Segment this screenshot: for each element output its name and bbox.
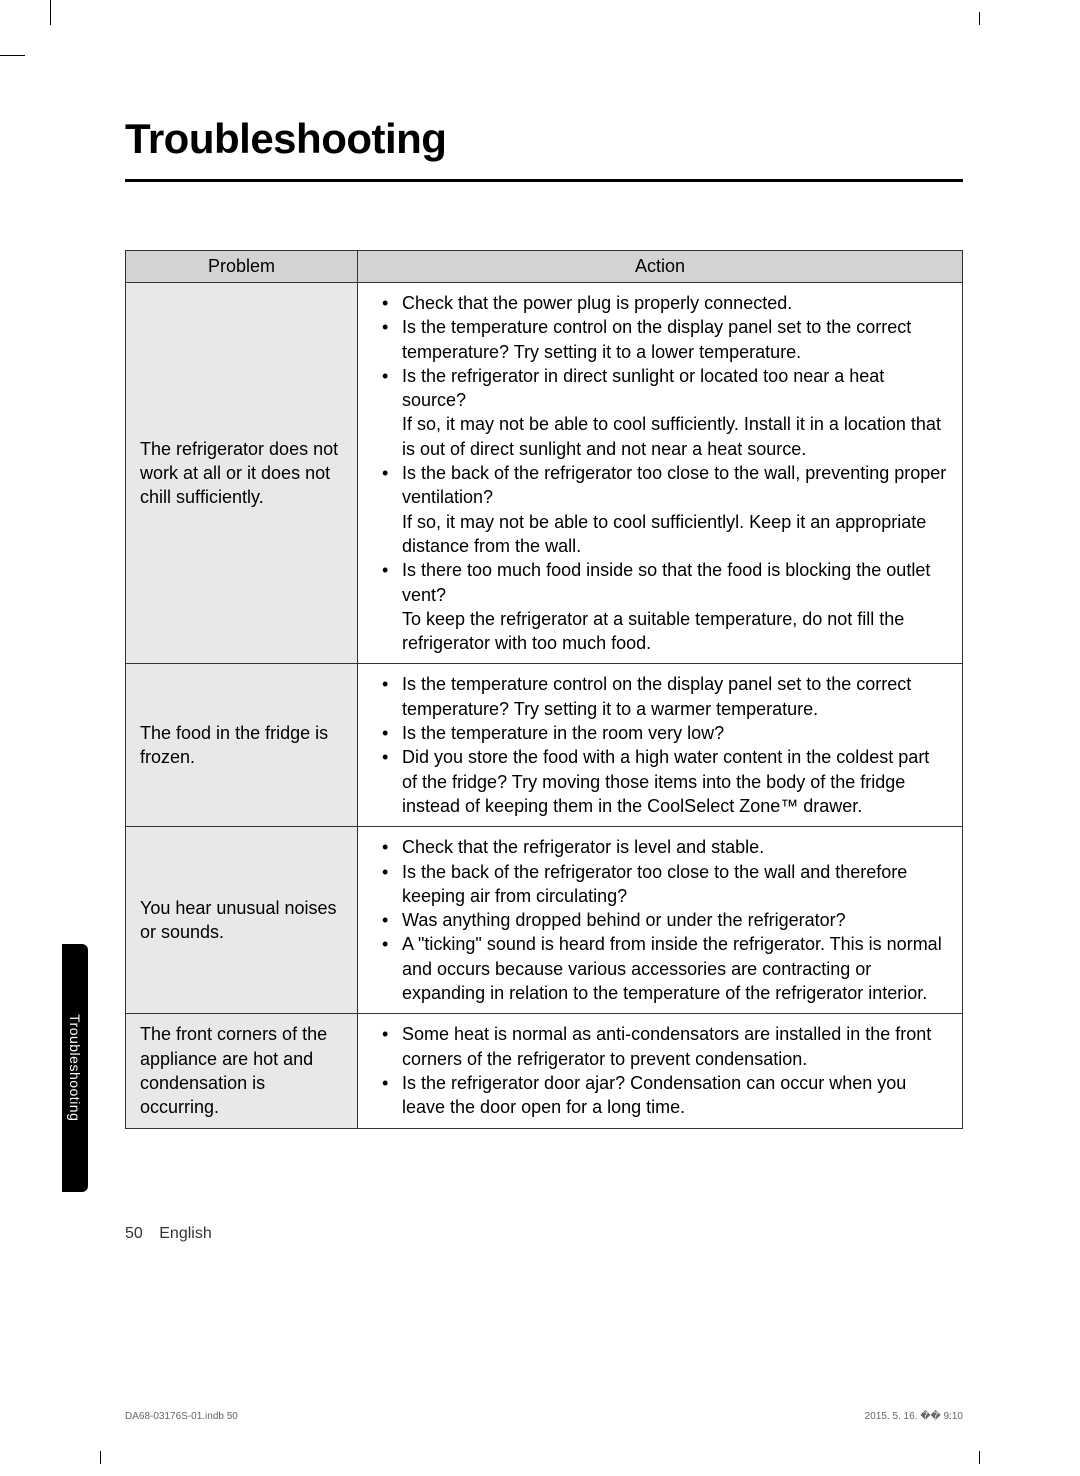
- table-row: The refrigerator does not work at all or…: [126, 283, 963, 664]
- print-footer-right: 2015. 5. 16. �� 9:10: [865, 1411, 963, 1422]
- crop-mark: [979, 1451, 980, 1464]
- table-header-problem: Problem: [126, 251, 358, 283]
- side-tab-label: Troubleshooting: [67, 1014, 83, 1121]
- action-cell: Some heat is normal as anti-condensators…: [358, 1014, 963, 1128]
- action-text: Is the temperature control on the displa…: [402, 317, 911, 361]
- print-footer-left: DA68-03176S-01.indb 50: [125, 1411, 238, 1422]
- action-list: Check that the power plug is properly co…: [372, 291, 948, 655]
- action-continuation: To keep the refrigerator at a suitable t…: [402, 607, 948, 656]
- action-text: Did you store the food with a high water…: [402, 747, 929, 816]
- side-tab: Troubleshooting: [62, 944, 88, 1192]
- problem-cell: The refrigerator does not work at all or…: [126, 283, 358, 664]
- action-item: A "ticking" sound is heard from inside t…: [372, 932, 948, 1005]
- action-text: Is the refrigerator in direct sunlight o…: [402, 366, 884, 410]
- action-item: Is there too much food inside so that th…: [372, 558, 948, 655]
- crop-mark: [50, 0, 51, 25]
- action-item: Is the back of the refrigerator too clos…: [372, 860, 948, 909]
- action-item: Check that the refrigerator is level and…: [372, 835, 948, 859]
- action-item: Did you store the food with a high water…: [372, 745, 948, 818]
- action-text: Some heat is normal as anti-condensators…: [402, 1024, 931, 1068]
- action-text: Is the temperature control on the displa…: [402, 674, 911, 718]
- action-cell: Check that the refrigerator is level and…: [358, 827, 963, 1014]
- problem-cell: The food in the fridge is frozen.: [126, 664, 358, 827]
- action-item: Is the back of the refrigerator too clos…: [372, 461, 948, 558]
- action-continuation: If so, it may not be able to cool sufﬁci…: [402, 412, 948, 461]
- table-header-action: Action: [358, 251, 963, 283]
- action-text: Check that the refrigerator is level and…: [402, 837, 764, 857]
- problem-cell: The front corners of the appliance are h…: [126, 1014, 358, 1128]
- page-language: English: [159, 1225, 211, 1242]
- action-list: Is the temperature control on the displa…: [372, 672, 948, 818]
- action-text: Was anything dropped behind or under the…: [402, 910, 846, 930]
- page-content: Troubleshooting Problem Action The refri…: [125, 115, 963, 1129]
- action-item: Is the temperature in the room very low?: [372, 721, 948, 745]
- action-item: Is the temperature control on the displa…: [372, 672, 948, 721]
- page-footer: 50 English: [125, 1225, 212, 1243]
- action-text: Check that the power plug is properly co…: [402, 293, 792, 313]
- action-cell: Is the temperature control on the displa…: [358, 664, 963, 827]
- action-text: A "ticking" sound is heard from inside t…: [402, 934, 942, 1003]
- action-cell: Check that the power plug is properly co…: [358, 283, 963, 664]
- problem-cell: You hear unusual noises or sounds.: [126, 827, 358, 1014]
- table-row: The food in the fridge is frozen. Is the …: [126, 664, 963, 827]
- action-item: Was anything dropped behind or under the…: [372, 908, 948, 932]
- action-text: Is the back of the refrigerator too clos…: [402, 862, 907, 906]
- table-row: You hear unusual noises or sounds. Check …: [126, 827, 963, 1014]
- action-list: Some heat is normal as anti-condensators…: [372, 1022, 948, 1119]
- crop-mark: [0, 55, 25, 56]
- action-list: Check that the refrigerator is level and…: [372, 835, 948, 1005]
- page-number: 50: [125, 1225, 143, 1243]
- print-footer: DA68-03176S-01.indb 50 2015. 5. 16. �� 9…: [125, 1411, 963, 1422]
- crop-mark: [979, 12, 980, 25]
- page-title: Troubleshooting: [125, 115, 963, 182]
- action-text: Is the back of the refrigerator too clos…: [402, 463, 946, 507]
- troubleshooting-table: Problem Action The refrigerator does not…: [125, 250, 963, 1129]
- action-item: Some heat is normal as anti-condensators…: [372, 1022, 948, 1071]
- action-continuation: If so, it may not be able to cool sufﬁci…: [402, 510, 948, 559]
- action-item: Check that the power plug is properly co…: [372, 291, 948, 315]
- action-item: Is the temperature control on the displa…: [372, 315, 948, 364]
- action-text: Is there too much food inside so that th…: [402, 560, 930, 604]
- action-text: Is the temperature in the room very low?: [402, 723, 724, 743]
- crop-mark: [100, 1451, 101, 1464]
- action-text: Is the refrigerator door ajar? Condensat…: [402, 1073, 906, 1117]
- action-item: Is the refrigerator in direct sunlight o…: [372, 364, 948, 461]
- action-item: Is the refrigerator door ajar? Condensat…: [372, 1071, 948, 1120]
- table-row: The front corners of the appliance are h…: [126, 1014, 963, 1128]
